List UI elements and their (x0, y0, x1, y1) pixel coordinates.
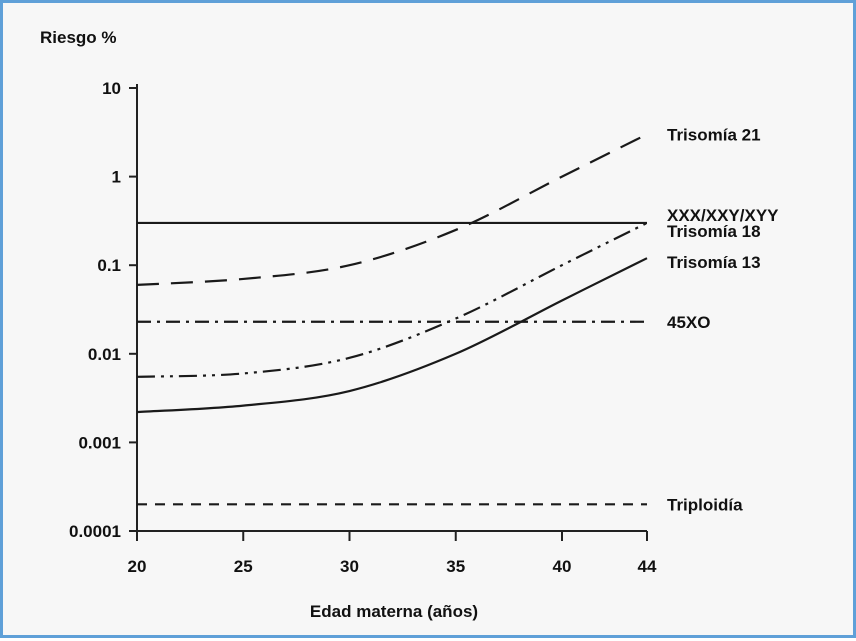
axes: 10 1 0.1 0.01 0.001 0.0001 20 25 30 35 40 44 Riesgo … (40, 28, 657, 621)
series-line-trisomia-18 (136, 221, 648, 378)
series-label-triploidia: Triploidía (667, 495, 743, 514)
series-label-trisomia-18: Trisomía 18 (667, 222, 761, 241)
x-tick-label: 40 (553, 557, 572, 576)
series-label-xxx-xxy-xyy: XXX/XXY/XYY (667, 206, 779, 225)
y-tick-label: 0.1 (97, 256, 121, 275)
line-chart: 10 1 0.1 0.01 0.001 0.0001 20 25 30 35 40 44 Riesgo … (40, 28, 779, 621)
series-line-trisomia-13 (136, 257, 648, 414)
series-label-trisomia-21: Trisomía 21 (667, 125, 761, 144)
series-line-trisomia-21 (136, 133, 648, 286)
y-axis-title: Riesgo % (40, 28, 117, 47)
x-tick-label: 30 (340, 557, 359, 576)
series-layer (136, 133, 648, 506)
x-tick-label: 20 (128, 557, 147, 576)
y-tick-label: 0.01 (88, 345, 121, 364)
y-tick-label: 0.0001 (69, 522, 121, 541)
x-tick-label: 25 (234, 557, 253, 576)
x-tick-label: 35 (446, 557, 465, 576)
x-tick-label: 44 (638, 557, 657, 576)
y-tick-label: 10 (102, 79, 121, 98)
series-label-45xo: 45XO (667, 313, 710, 332)
y-tick-label: 1 (112, 168, 121, 187)
series-label-trisomia-13: Trisomía 13 (667, 253, 761, 272)
x-axis-title: Edad materna (años) (310, 602, 478, 621)
y-tick-label: 0.001 (78, 433, 121, 452)
